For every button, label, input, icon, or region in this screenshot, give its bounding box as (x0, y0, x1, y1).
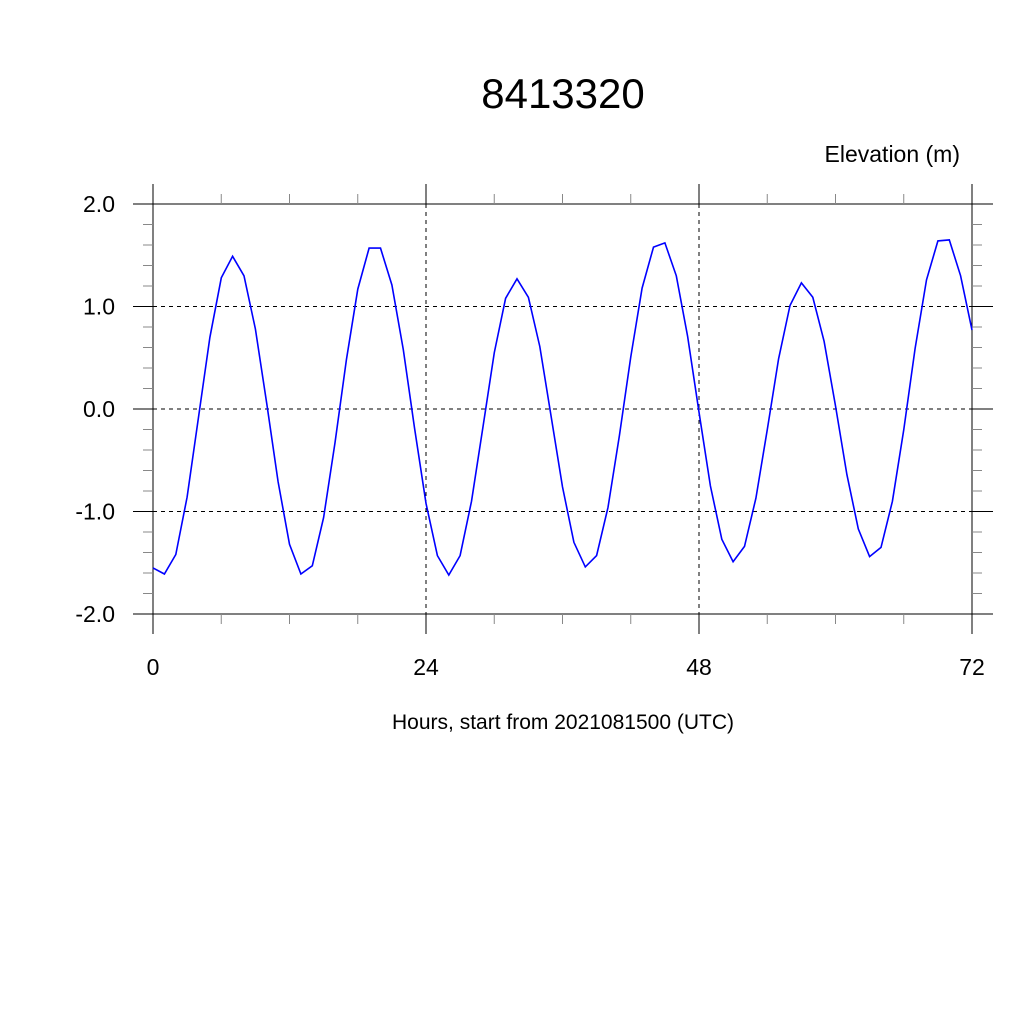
y-axis-label: Elevation (m) (825, 141, 960, 167)
y-tick-labels: -2.0 -1.0 0.0 1.0 2.0 (75, 191, 115, 627)
chart-title: 8413320 (481, 70, 645, 117)
x-axis-label: Hours, start from 2021081500 (UTC) (392, 711, 734, 734)
data-points (152, 239, 973, 576)
x-tick-label: 0 (147, 654, 160, 680)
x-tick-label: 24 (413, 654, 439, 680)
y-tick-label: -1.0 (75, 499, 115, 525)
x-tick-labels: 0 24 48 72 (147, 654, 985, 680)
y-tick-label: 0.0 (83, 396, 115, 422)
x-tick-label: 48 (686, 654, 712, 680)
y-tick-label: -2.0 (75, 601, 115, 627)
x-tick-label: 72 (959, 654, 985, 680)
y-tick-label: 1.0 (83, 294, 115, 320)
y-tick-label: 2.0 (83, 191, 115, 217)
ticks (133, 184, 993, 634)
